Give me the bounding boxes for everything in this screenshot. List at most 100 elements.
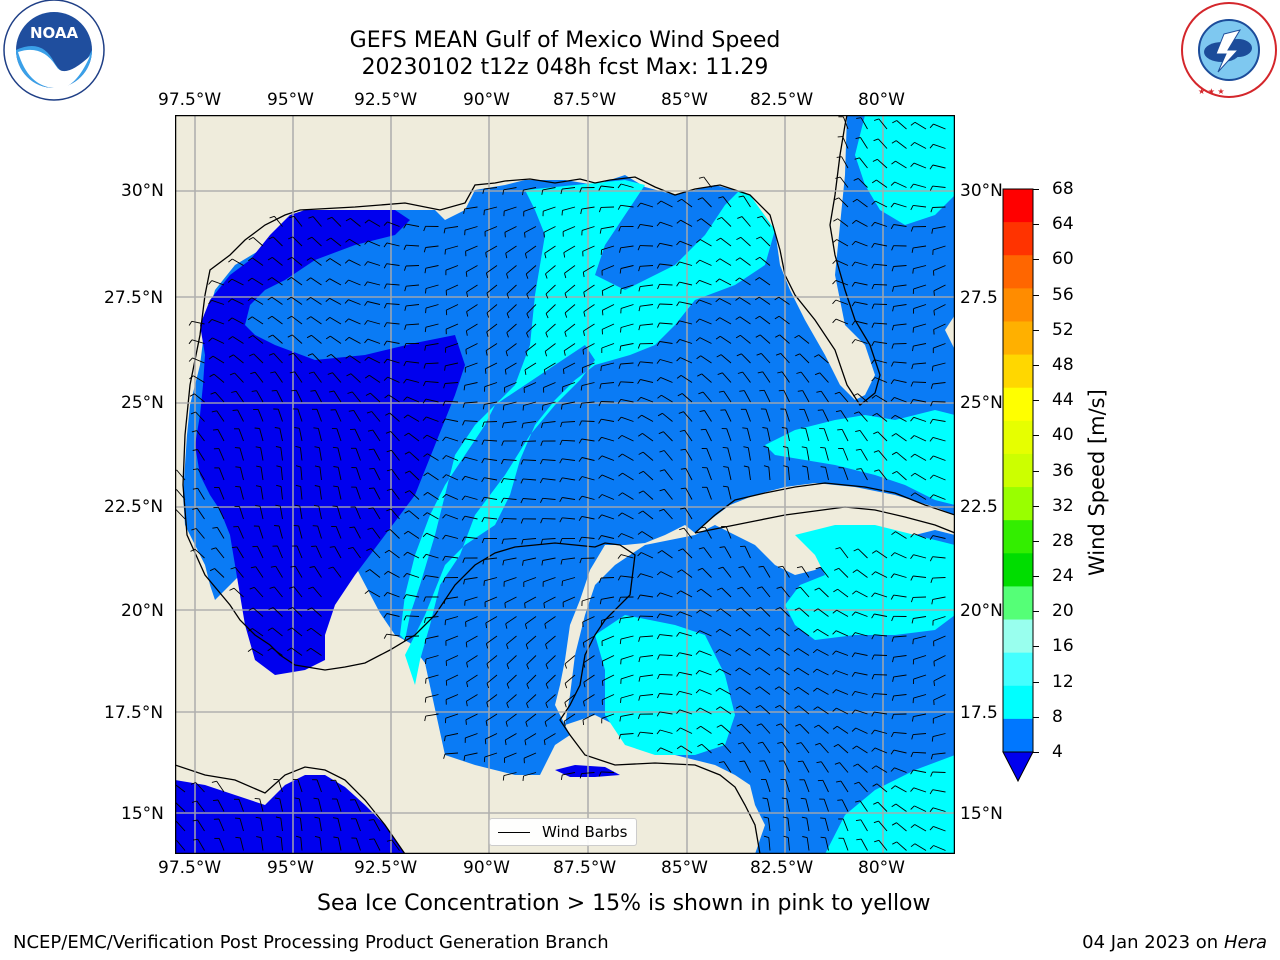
- wind-barb: [504, 752, 517, 759]
- wind-barb-flag: [676, 357, 681, 362]
- wind-barb: [817, 628, 829, 637]
- wind-barb-flag: [656, 359, 661, 364]
- wind-barb: [803, 779, 810, 793]
- wind-barb-flag: [250, 371, 256, 375]
- wind-barb: [563, 343, 576, 352]
- wind-barb: [406, 378, 420, 383]
- wind-barb: [175, 509, 186, 520]
- wind-barb: [425, 713, 439, 717]
- wind-barb-flag: [620, 697, 622, 703]
- wind-barb: [562, 187, 576, 190]
- wind-barb-flag: [526, 684, 530, 689]
- wind-barb: [640, 284, 654, 288]
- wind-barb: [486, 265, 498, 274]
- wind-barb-flag: [929, 535, 934, 541]
- wind-barb: [466, 284, 478, 293]
- wind-barb: [835, 670, 849, 676]
- wind-barb-flag: [801, 816, 807, 819]
- wind-barb-flag: [463, 208, 466, 214]
- wind-barb: [836, 707, 849, 715]
- wind-barb: [329, 278, 342, 286]
- wind-barb: [601, 494, 615, 500]
- wind-barb: [444, 752, 459, 755]
- wind-barb: [684, 507, 693, 520]
- wind-barb: [719, 628, 732, 637]
- wind-barb-flag: [228, 336, 233, 340]
- wind-barb: [505, 245, 517, 254]
- wind-barb: [212, 355, 225, 364]
- wind-barb: [271, 277, 283, 286]
- wind-barb: [486, 635, 498, 644]
- wind-barb-flag: [891, 414, 896, 419]
- wind-barb-flag: [695, 337, 701, 342]
- wind-barb-flag: [871, 341, 875, 347]
- wind-barb: [329, 297, 342, 305]
- wind-barb-flag: [929, 185, 934, 191]
- wind-barb: [933, 674, 946, 682]
- wind-barb-flag: [526, 313, 530, 319]
- wind-barb: [913, 416, 927, 422]
- wind-barb-flag: [851, 282, 856, 287]
- wind-barb: [640, 694, 654, 697]
- wind-barb: [218, 448, 225, 461]
- wind-barb: [706, 448, 712, 461]
- wind-barb-flag: [598, 418, 602, 424]
- wind-barb-flag: [442, 493, 447, 499]
- wind-barb: [583, 323, 595, 332]
- wind-barb-flag: [383, 221, 388, 226]
- wind-barb-flag: [763, 835, 769, 839]
- wind-barb-flag: [618, 734, 621, 740]
- wind-barb: [741, 216, 751, 227]
- wind-barb-flag: [874, 839, 880, 843]
- wind-barb-flag: [540, 422, 544, 429]
- wind-barb-flag: [637, 552, 642, 557]
- wind-barb-flag: [442, 418, 446, 424]
- wind-barb-flag: [599, 228, 602, 234]
- wind-barb-flag: [274, 427, 280, 429]
- wind-barb-flag: [227, 278, 233, 283]
- wind-barb: [719, 649, 732, 656]
- wind-barb-flag: [559, 517, 563, 523]
- wind-barb: [699, 279, 712, 286]
- wind-barb-flag: [563, 721, 566, 727]
- wind-barb: [699, 259, 712, 266]
- wind-barb-flag: [500, 478, 504, 484]
- wind-barb: [620, 635, 634, 640]
- wind-barb: [914, 435, 927, 442]
- wind-barb-flag: [736, 723, 742, 727]
- wind-barb-flag: [931, 366, 934, 372]
- wind-barb-flag: [852, 745, 857, 750]
- wind-barb-flag: [638, 695, 641, 701]
- wind-barb-flag: [677, 393, 683, 397]
- wind-barb-flag: [757, 371, 763, 374]
- wind-barb: [778, 296, 790, 305]
- wind-barb-flag: [871, 303, 875, 309]
- wind-barb: [295, 566, 303, 578]
- wind-barb: [659, 634, 673, 637]
- wind-barb-flag: [582, 719, 585, 726]
- wind-barb-flag: [929, 789, 934, 795]
- wind-barb-flag: [344, 318, 349, 323]
- wind-barb-flag: [620, 327, 622, 333]
- wind-barb-flag: [366, 548, 372, 552]
- wind-barb: [700, 239, 712, 247]
- wind-barb-flag: [307, 353, 313, 357]
- wind-barb: [699, 609, 712, 617]
- wind-barb: [705, 429, 712, 442]
- wind-barb-flag: [403, 636, 407, 642]
- wind-barb: [878, 450, 888, 461]
- wind-barb-flag: [188, 321, 193, 326]
- wind-barb-flag: [383, 613, 388, 618]
- wind-barb-flag: [676, 320, 680, 326]
- wind-barb-flag: [404, 324, 407, 330]
- wind-barb-flag: [743, 465, 749, 468]
- wind-barb: [759, 686, 771, 695]
- wind-barb-flag: [347, 391, 353, 394]
- wind-barb-flag: [306, 277, 311, 282]
- wind-barb: [544, 713, 556, 723]
- wind-barb: [699, 337, 712, 344]
- wind-barb: [700, 725, 712, 734]
- wind-barb: [913, 204, 927, 208]
- wind-barb-flag: [816, 761, 822, 764]
- wind-barb-flag: [890, 361, 894, 367]
